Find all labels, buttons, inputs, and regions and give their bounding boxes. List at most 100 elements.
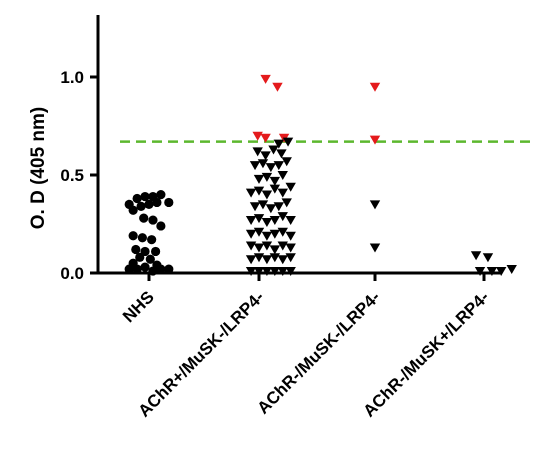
data-point-triangle (285, 182, 296, 192)
data-point-triangle (261, 241, 273, 251)
data-point-triangle (474, 266, 486, 276)
data-point-triangle (277, 170, 288, 180)
data-point-triangle (273, 161, 284, 171)
data-point-circle (148, 215, 158, 225)
data-point-triangle (369, 200, 381, 210)
data-point-circle (131, 244, 141, 255)
data-point-triangle (249, 202, 261, 212)
data-point-circle (152, 197, 162, 208)
data-point-triangle (269, 184, 281, 194)
data-point-circle (147, 235, 157, 245)
data-point-triangle (285, 243, 296, 253)
data-point-triangle (277, 227, 288, 237)
data-point-triangle (277, 255, 288, 265)
data-point-triangle (245, 188, 257, 198)
data-point-triangle (277, 241, 288, 251)
data-point-triangle (506, 265, 517, 275)
data-point-triangle (369, 135, 381, 145)
axes (90, 15, 500, 281)
data-point-triangle (273, 202, 284, 212)
data-point-triangle (245, 255, 257, 265)
data-point-triangle (253, 214, 265, 224)
x-category-label: AChR-/MuSK-/LRP4- (254, 287, 384, 417)
data-point-triangle (269, 245, 281, 255)
data-point-circle (135, 252, 145, 262)
data-point-triangle (272, 82, 283, 92)
data-point-triangle (269, 229, 281, 239)
data-point-triangle (261, 190, 273, 200)
data-point-triangle (253, 227, 265, 237)
x-category-label: AChR+/MuSK-/LRP4- (135, 287, 268, 420)
data-point-triangle (253, 266, 265, 276)
data-point-triangle (269, 216, 281, 226)
data-point-triangle (261, 172, 273, 182)
data-point-circle (151, 246, 161, 257)
data-point-triangle (285, 266, 296, 276)
data-point-triangle (245, 266, 257, 276)
data-point-triangle (261, 231, 273, 241)
data-point-circle (132, 193, 142, 204)
data-point-triangle (261, 266, 273, 276)
data-point-triangle (257, 200, 269, 210)
data-point-triangle (486, 266, 498, 276)
data-point-circle (152, 260, 162, 270)
data-point-triangle (261, 217, 273, 227)
data-point-triangle (285, 231, 296, 241)
data-point-circle (137, 233, 147, 243)
data-point-triangle (253, 243, 265, 253)
data-point-triangle (253, 253, 265, 263)
data-point-triangle (249, 161, 261, 171)
data-point-circle (144, 199, 154, 209)
data-point-triangle (482, 253, 494, 263)
data-point-triangle (282, 137, 294, 147)
data-point-triangle (276, 149, 287, 159)
data-point-triangle (269, 253, 281, 263)
data-point-triangle (470, 251, 482, 261)
data-point-triangle (260, 133, 271, 143)
data-point-triangle (269, 176, 281, 186)
data-point-circle (136, 201, 146, 211)
data-point-circle (128, 231, 138, 241)
y-axis-title: O. D (405 nm) (28, 107, 49, 229)
data-point-triangle (245, 241, 257, 251)
data-point-circle (156, 221, 166, 231)
data-point-circle (164, 197, 174, 208)
data-point-triangle (495, 266, 507, 276)
data-point-triangle (273, 139, 284, 149)
data-point-circle (156, 190, 166, 200)
y-tick-label: 0.5 (60, 166, 84, 185)
data-point-circle (140, 246, 150, 257)
data-point-circle (164, 264, 174, 274)
data-point-triangle (265, 163, 277, 173)
data-point-circle (128, 205, 138, 215)
x-category-label: AChR-/MuSK+/LRP4- (360, 287, 493, 420)
data-point-circle (128, 258, 138, 268)
data-point-triangle (260, 74, 271, 84)
data-point-triangle (277, 188, 288, 198)
data-point-triangle (285, 216, 296, 226)
data-point-triangle (253, 174, 265, 184)
data-point-triangle (253, 186, 265, 196)
data-point-triangle (252, 131, 263, 141)
data-point-triangle (245, 216, 257, 226)
data-point-triangle (261, 255, 273, 265)
data-point-triangle (281, 157, 292, 167)
data-point-circle (140, 262, 150, 272)
data-point-triangle (257, 159, 269, 169)
data-point-triangle (369, 243, 381, 253)
data-point-triangle (269, 266, 281, 276)
data-point-triangle (260, 151, 271, 161)
data-point-triangle (277, 266, 288, 276)
data-point-triangle (277, 212, 288, 222)
data-point-triangle (369, 82, 381, 92)
data-point-circle (139, 213, 149, 223)
data-point-triangle (252, 147, 263, 157)
data-point-circle (140, 191, 150, 202)
data-point-circle (145, 254, 155, 264)
data-point-triangle (268, 145, 279, 155)
x-category-label: NHS (119, 287, 158, 326)
data-point-triangle (265, 204, 277, 214)
data-point-triangle (245, 229, 257, 239)
y-tick-label: 0.0 (60, 264, 84, 283)
